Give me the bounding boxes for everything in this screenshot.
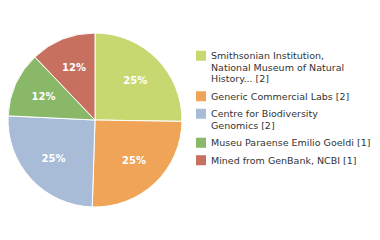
pie-slice	[95, 33, 182, 121]
pie-slice	[35, 33, 95, 120]
data-label: 25%	[122, 155, 146, 166]
legend: Smithsonian Institution,National Museum …	[196, 50, 370, 166]
legend-label: Generic Commercial Labs [2]	[211, 91, 349, 102]
legend-swatch	[196, 138, 206, 148]
data-label: 12%	[62, 62, 86, 73]
pie-slice	[92, 120, 182, 207]
legend-item: Smithsonian Institution,National Museum …	[196, 50, 344, 84]
legend-item: Museu Paraense Emilio Goeldi [1]	[196, 137, 370, 148]
legend-label: Mined from GenBank, NCBI [1]	[211, 155, 357, 166]
data-label: 25%	[123, 75, 147, 86]
legend-label-line: History... [2]	[211, 73, 269, 84]
legend-label-line: Centre for Biodiversity	[211, 108, 318, 119]
legend-item: Mined from GenBank, NCBI [1]	[196, 155, 357, 166]
legend-label-line: National Museum of Natural	[211, 62, 344, 73]
legend-label: Smithsonian Institution,National Museum …	[211, 50, 344, 84]
legend-item: Generic Commercial Labs [2]	[196, 91, 349, 102]
pie-slice	[8, 116, 95, 207]
data-label: 25%	[41, 153, 65, 164]
legend-swatch	[196, 109, 206, 119]
legend-swatch	[196, 51, 206, 61]
legend-label: Centre for BiodiversityGenomics [2]	[211, 108, 318, 131]
chart: 25% 25% 25% 12% 12% Smithsonian Institution,N…	[0, 0, 380, 240]
legend-swatch	[196, 91, 206, 101]
pie	[8, 33, 182, 207]
legend-label-line: Mined from GenBank, NCBI [1]	[211, 155, 357, 166]
legend-label-line: Museu Paraense Emilio Goeldi [1]	[211, 137, 370, 148]
data-label: 12%	[32, 91, 56, 102]
legend-label-line: Genomics [2]	[211, 120, 275, 131]
legend-swatch	[196, 155, 206, 165]
legend-label: Museu Paraense Emilio Goeldi [1]	[211, 137, 370, 148]
legend-item: Centre for BiodiversityGenomics [2]	[196, 108, 318, 131]
data-labels: 25% 25% 25% 12% 12%	[32, 62, 148, 166]
legend-label-line: Smithsonian Institution,	[211, 50, 324, 61]
legend-label-line: Generic Commercial Labs [2]	[211, 91, 349, 102]
